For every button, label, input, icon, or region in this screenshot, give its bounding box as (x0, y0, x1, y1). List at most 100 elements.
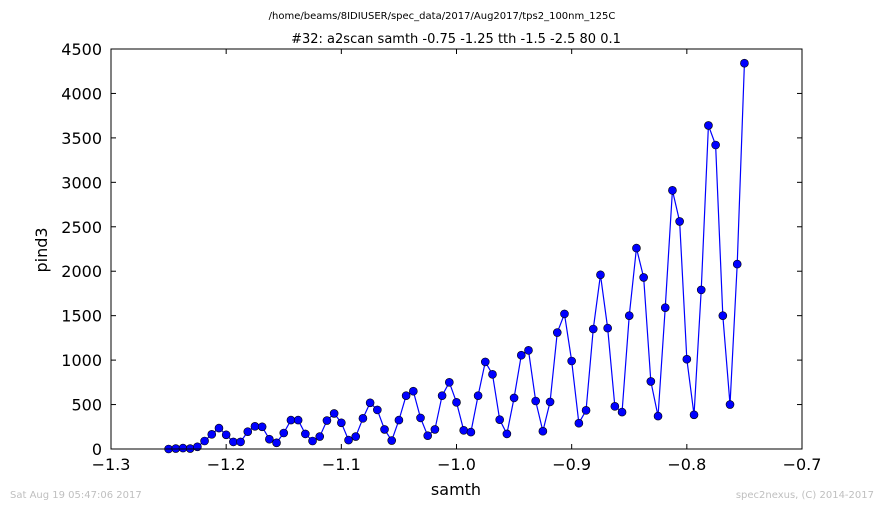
data-point (473, 391, 483, 400)
axis-ticks: −1.3 −1.2 −1.1 −1.0 −0.9 −0.8 −0.7 0 500 1000 1500… (61, 40, 821, 474)
data-point (193, 442, 202, 452)
data-point (293, 415, 303, 425)
footer-timestamp: Sat Aug 19 05:47:06 2017 (10, 490, 142, 501)
data-point (696, 285, 706, 295)
data-point (689, 410, 699, 420)
y-tick-label: 4500 (61, 40, 102, 59)
data-point (365, 398, 375, 408)
y-tick-label: 1500 (61, 307, 102, 326)
chart-suptitle: /home/beams/8IDIUSER/spec_data/2017/Aug2… (269, 11, 616, 22)
data-point (373, 405, 382, 415)
data-point (531, 396, 540, 406)
data-point (653, 411, 663, 421)
y-axis-label: pind3 (32, 227, 51, 272)
data-point (229, 437, 238, 447)
data-point (387, 436, 397, 445)
y-tick-label: 3500 (61, 129, 102, 148)
y-tick-label: 4000 (61, 84, 102, 103)
data-point (301, 429, 310, 439)
data-point (445, 378, 454, 387)
data-point (358, 414, 368, 423)
x-tick-label: −1.2 (207, 455, 246, 474)
plot-frame (110, 48, 803, 450)
data-point (257, 422, 267, 432)
data-point (437, 391, 447, 400)
data-point (329, 409, 339, 418)
series-line (168, 63, 746, 450)
y-tick-label: 2500 (61, 218, 102, 237)
data-point (603, 323, 612, 333)
data-point (725, 400, 735, 409)
data-point (351, 432, 361, 441)
data-point (279, 428, 289, 438)
y-tick-label: 1000 (61, 351, 102, 370)
chart-title: #32: a2scan samth -0.75 -1.25 tth -1.5 -… (291, 32, 621, 47)
y-tick-label: 3000 (61, 173, 102, 192)
plot-series (164, 58, 749, 454)
data-point (250, 422, 260, 431)
data-point (740, 58, 749, 68)
data-point (394, 415, 404, 425)
data-point (409, 386, 418, 396)
y-tick-label: 2000 (61, 262, 102, 281)
data-point (337, 418, 346, 428)
data-point (344, 435, 353, 445)
x-axis-label: samth (431, 480, 481, 499)
data-point (243, 427, 253, 436)
x-tick-label: −1.0 (437, 455, 476, 474)
data-point (632, 243, 641, 253)
data-point (624, 311, 634, 320)
data-point (380, 425, 389, 434)
data-point (236, 437, 245, 447)
data-point (308, 436, 317, 446)
x-tick-label: −0.7 (783, 455, 822, 474)
data-point (480, 357, 490, 367)
data-point (466, 427, 476, 437)
data-point (430, 425, 440, 434)
data-point (509, 393, 519, 403)
data-point (265, 434, 274, 444)
data-point (315, 432, 325, 441)
data-point (660, 303, 670, 312)
data-point (207, 430, 217, 439)
data-point (538, 426, 548, 436)
data-point (502, 429, 512, 439)
data-point (567, 356, 576, 366)
data-point (221, 430, 231, 440)
data-point (639, 273, 648, 282)
data-point (214, 423, 224, 433)
data-point (401, 391, 411, 400)
data-point (675, 217, 684, 226)
data-point (552, 328, 562, 337)
data-point (416, 413, 425, 423)
data-point (286, 415, 296, 425)
x-tick-label: −0.9 (552, 455, 591, 474)
data-point (488, 370, 497, 379)
data-point (178, 443, 188, 453)
data-point (718, 311, 728, 320)
data-point (581, 406, 591, 415)
data-point (524, 346, 533, 355)
data-point (711, 140, 720, 150)
data-point (560, 309, 569, 319)
y-tick-label: 0 (92, 440, 102, 459)
data-point (646, 377, 656, 386)
footer-credit: spec2nexus, (C) 2014-2017 (735, 490, 874, 501)
data-point (668, 186, 677, 195)
data-point (200, 436, 209, 446)
data-point (495, 415, 504, 424)
data-point (732, 259, 742, 269)
data-point (704, 121, 713, 130)
data-point (452, 398, 461, 407)
data-point (682, 354, 692, 364)
x-tick-label: −1.3 (92, 455, 131, 474)
data-point (617, 407, 627, 417)
data-point (574, 418, 584, 428)
data-point (596, 270, 605, 280)
data-point (322, 416, 332, 425)
data-point (588, 324, 598, 334)
data-point (516, 350, 526, 360)
data-point (459, 426, 468, 435)
y-tick-label: 500 (71, 396, 102, 415)
